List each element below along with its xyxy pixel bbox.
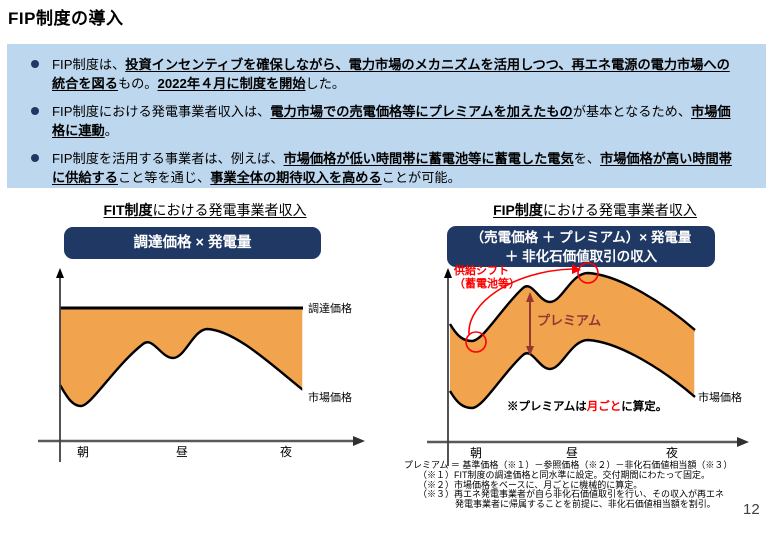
supply-shift-source-circle: [465, 331, 487, 353]
market-price-label: 市場価格: [308, 390, 352, 404]
fit-chart: 調達価格 市場価格 朝 昼 夜: [35, 266, 375, 466]
bullet-item-3: FIP制度を活用する事業者は、例えば、市場価格が低い時間帯に蓄電池等に蓄電した電…: [29, 149, 742, 187]
supply-shift-arrow: [468, 268, 573, 335]
page-number: 12: [743, 501, 760, 518]
bullet-icon: [31, 154, 39, 162]
footnote-formula: プレミアム ＝ 基準価格（※１）－参照価格（※２）－非化石価値相当額（※３）: [404, 460, 733, 470]
footnote-1: （※１）FIT制度の調達価格と同水準に設定。交付期間にわたって固定。: [418, 469, 711, 480]
intro-box: FIP制度は、投資インセンティブを確保しながら、電力市場のメカニズムを活用しつつ…: [7, 44, 766, 188]
fip-chart-heading: FIP制度における発電事業者収入: [493, 202, 697, 218]
footnotes: プレミアム ＝ 基準価格（※１）－参照価格（※２）－非化石価値相当額（※３） （…: [404, 460, 733, 510]
premium-label: プレミアム: [537, 313, 602, 328]
fit-chart-svg: 調達価格 市場価格 朝 昼 夜: [38, 268, 365, 462]
footnote-3: （※３）再エネ発電事業者が自ら非化石価値取引を行い、その収入が再エネ: [418, 489, 725, 500]
premium-band-area: [450, 273, 695, 408]
premium-arrow-up-icon: [526, 292, 534, 302]
procurement-price-label: 調達価格: [308, 301, 352, 315]
x-tick-night: 夜: [280, 444, 292, 459]
bullet-text: FIP制度における発電事業者収入は、電力市場での売電価格等にプレミアムを加えたも…: [52, 104, 731, 138]
bullet-text: FIP制度は、投資インセンティブを確保しながら、電力市場のメカニズムを活用しつつ…: [52, 57, 730, 91]
bullet-text: FIP制度を活用する事業者は、例えば、市場価格が低い時間帯に蓄電池等に蓄電した電…: [52, 151, 732, 185]
x-axis-arrow-icon: [737, 437, 749, 447]
supply-shift-target-circle: [577, 262, 599, 284]
market-price-label: 市場価格: [698, 392, 742, 404]
supply-shift-label: 供給シフト （蓄電池等）: [454, 265, 520, 290]
x-tick-morning: 朝: [77, 445, 89, 459]
page-title: FIP制度の導入: [8, 9, 124, 28]
market-price-curve: [448, 338, 696, 410]
premium-monthly-note: ※プレミアムは月ごとに算定。: [507, 401, 668, 413]
bullet-item-2: FIP制度における発電事業者収入は、電力市場での売電価格等にプレミアムを加えたも…: [29, 102, 742, 140]
y-axis-arrow-icon: [56, 268, 64, 278]
market-price-curve: [58, 327, 304, 408]
x-tick-noon: 昼: [566, 446, 578, 460]
fip-chart-svg: 朝 昼 夜: [427, 262, 749, 466]
upper-price-curve: [448, 271, 696, 343]
fit-formula-box: 調達価格 × 発電量: [64, 227, 321, 259]
fip-formula-box: （売電価格 ＋ プレミアム）× 発電量 ＋ 非化石価値取引の収入: [447, 226, 715, 267]
x-tick-night: 夜: [666, 445, 678, 460]
footnote-3-cont: 発電事業者に帰属することを前提に、非化石価値相当額を割引。: [455, 499, 716, 510]
fip-formula-line1: （売電価格 ＋ プレミアム）× 発電量: [470, 230, 692, 245]
supply-shift-arrowhead-icon: [572, 264, 581, 274]
premium-arrow-down-icon: [526, 346, 534, 356]
y-axis-arrow-icon: [444, 268, 452, 278]
fip-chart: 朝 昼 夜 供給シフト （蓄電池等） プレミアム ※プレミアムは月ごとに算定。 …: [425, 258, 773, 470]
bullet-icon: [31, 107, 39, 115]
x-axis-arrow-icon: [353, 436, 365, 446]
fip-formula-line2: ＋ 非化石価値取引の収入: [504, 249, 658, 264]
footnote-2: （※２）市場価格をベースに、月ごとに機械的に算定。: [418, 479, 643, 490]
bullet-item-1: FIP制度は、投資インセンティブを確保しながら、電力市場のメカニズムを活用しつつ…: [29, 55, 742, 93]
fit-revenue-area: [60, 308, 303, 406]
fit-chart-heading: FIT制度における発電事業者収入: [103, 202, 307, 218]
x-tick-noon: 昼: [176, 445, 188, 459]
x-tick-morning: 朝: [470, 446, 482, 460]
bullet-icon: [31, 60, 39, 68]
